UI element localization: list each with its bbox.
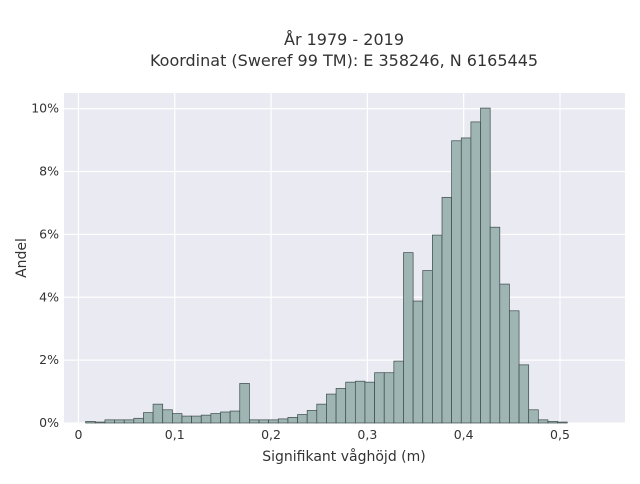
- histogram-bar-13: [210, 413, 221, 424]
- histogram-bar-47: [537, 419, 549, 424]
- histogram-bar-9: [171, 413, 183, 424]
- histogram-bar-17: [249, 419, 260, 424]
- histogram-bar-18: [258, 419, 270, 424]
- histogram-bar-0: [85, 421, 96, 424]
- histogram-bar-31: [383, 372, 395, 424]
- histogram-bar-11: [191, 415, 202, 424]
- plot-area: [64, 93, 625, 423]
- histogram-bar-44: [509, 310, 520, 424]
- y-axis-label: Andel: [14, 238, 30, 278]
- histogram-bar-37: [441, 196, 452, 424]
- histogram-bar-15: [229, 410, 241, 424]
- histogram-bars: [85, 107, 568, 424]
- histogram-bar-7: [152, 403, 164, 424]
- histogram-bar-36: [432, 234, 443, 424]
- histogram-bar-25: [326, 393, 337, 424]
- histogram-bar-41: [480, 107, 491, 424]
- histogram-bar-6: [143, 412, 154, 424]
- histogram-bar-43: [499, 283, 510, 424]
- histogram-bar-10: [181, 415, 192, 424]
- x-tick-label-2: 0,2: [261, 427, 281, 442]
- histogram-bar-46: [528, 409, 539, 424]
- histogram-bar-32: [393, 360, 404, 424]
- histogram-bar-40: [470, 121, 481, 424]
- histogram-bar-38: [451, 140, 462, 424]
- histogram-bar-14: [220, 411, 231, 424]
- histogram-bar-34: [412, 300, 424, 424]
- x-tick-label-4: 0,4: [454, 427, 474, 442]
- histogram-bar-27: [345, 381, 356, 424]
- y-tick-label-2: 4%: [39, 289, 59, 304]
- histogram-bar-8: [162, 409, 173, 424]
- y-tick-label-1: 2%: [39, 352, 59, 367]
- histogram-bar-5: [133, 417, 144, 424]
- histogram-bar-45: [518, 364, 530, 424]
- histogram-bar-4: [123, 419, 135, 424]
- histogram-bar-42: [489, 226, 501, 424]
- y-axis-ticks: 0% 2% 4% 6% 8% 10%: [31, 101, 59, 430]
- histogram-bar-39: [460, 137, 472, 424]
- chart-title-line-2: Koordinat (Sweref 99 TM): E 358246, N 61…: [150, 51, 538, 70]
- histogram-bar-16: [239, 383, 250, 424]
- histogram-bar-19: [268, 419, 279, 424]
- histogram-bar-1: [94, 421, 106, 424]
- y-tick-label-4: 8%: [39, 164, 59, 179]
- histogram-bar-33: [403, 252, 414, 424]
- y-tick-label-3: 6%: [39, 226, 59, 241]
- x-axis-ticks: 0 0,1 0,2 0,3 0,4 0,5: [74, 427, 569, 442]
- histogram-bar-35: [422, 270, 433, 424]
- histogram-bar-26: [335, 388, 347, 424]
- y-tick-label-5: 10%: [31, 101, 59, 116]
- x-tick-label-0: 0: [74, 427, 82, 442]
- x-tick-label-3: 0,3: [357, 427, 377, 442]
- histogram-bar-30: [374, 372, 385, 424]
- x-axis-label: Signifikant våghöjd (m): [262, 448, 425, 465]
- chart-title-line-1: År 1979 - 2019: [284, 30, 404, 49]
- histogram-bar-21: [287, 416, 298, 424]
- histogram-bar-24: [316, 403, 327, 424]
- histogram-bar-48: [547, 421, 558, 424]
- histogram-bar-20: [277, 418, 289, 424]
- histogram-bar-49: [557, 421, 568, 424]
- y-tick-label-0: 0%: [39, 415, 59, 430]
- histogram-bar-29: [364, 381, 375, 424]
- x-tick-label-5: 0,5: [550, 427, 570, 442]
- histogram-bar-28: [354, 380, 366, 424]
- histogram-bar-23: [306, 410, 318, 424]
- histogram-bar-12: [200, 414, 212, 424]
- histogram-bar-3: [114, 419, 125, 424]
- histogram-bar-2: [104, 419, 115, 424]
- x-tick-label-1: 0,1: [165, 427, 185, 442]
- histogram-bar-22: [297, 414, 308, 424]
